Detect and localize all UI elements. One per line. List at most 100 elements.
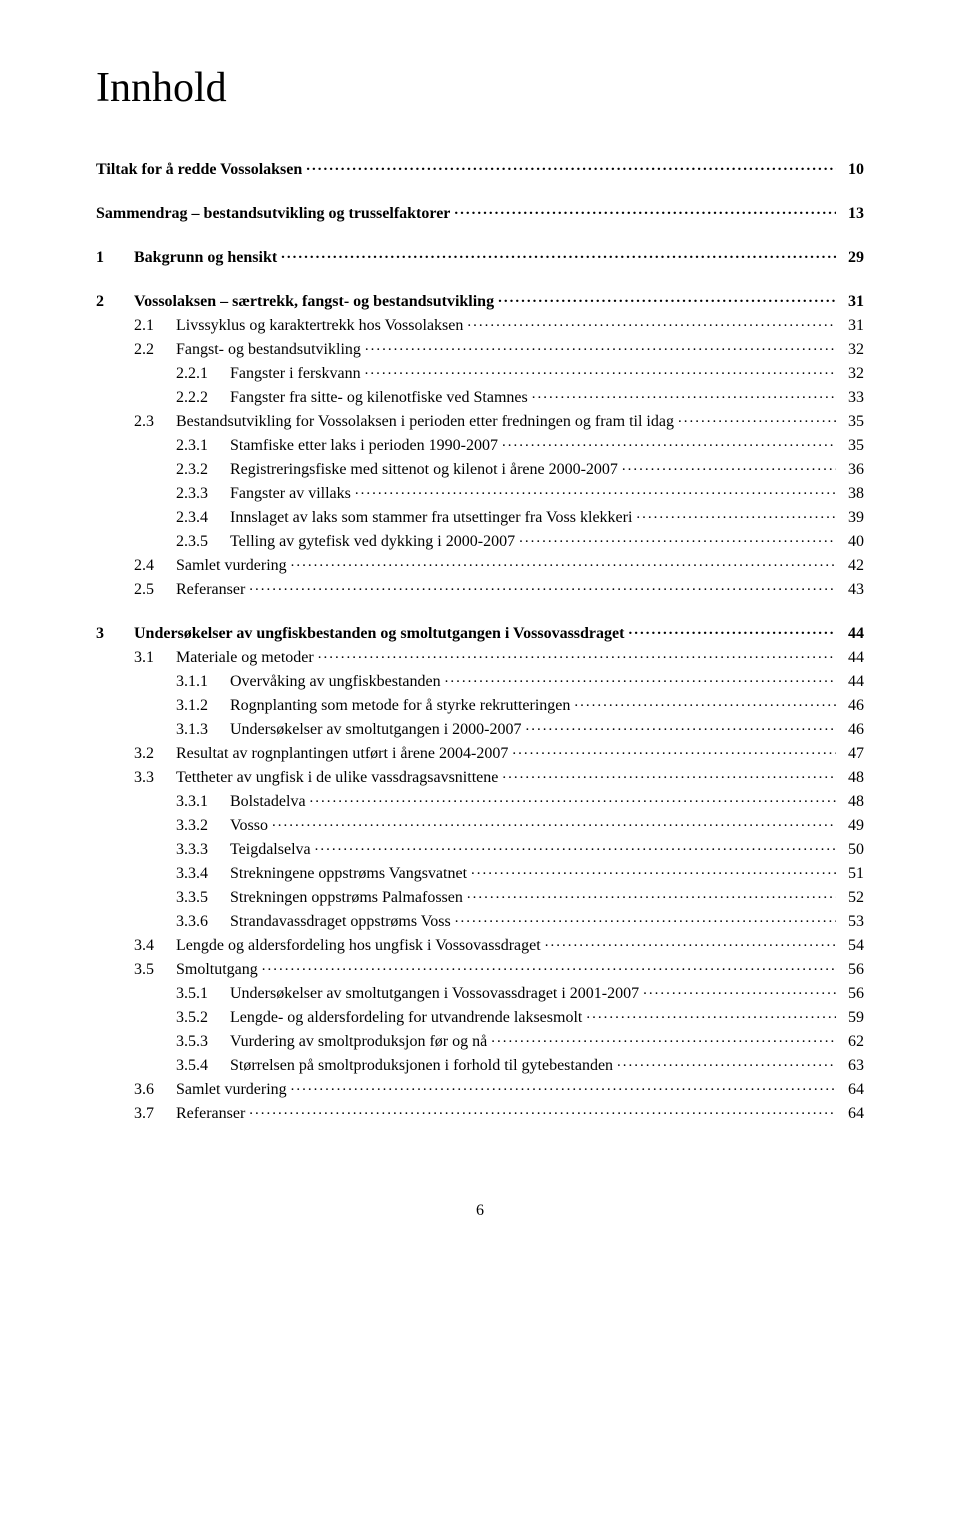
toc-entry: 3Undersøkelser av ungfiskbestanden og sm… bbox=[96, 622, 864, 642]
toc-leader-dots bbox=[355, 482, 836, 498]
toc-entry: 2.4Samlet vurdering42 bbox=[96, 554, 864, 574]
toc-entry: 3.3.2Vosso49 bbox=[96, 814, 864, 834]
toc-entry-page: 50 bbox=[840, 842, 864, 858]
toc-entry-page: 59 bbox=[840, 1010, 864, 1026]
toc-leader-dots bbox=[502, 766, 836, 782]
toc-entry-page: 48 bbox=[840, 770, 864, 786]
toc-entry-page: 40 bbox=[840, 534, 864, 550]
toc-leader-dots bbox=[310, 790, 836, 806]
toc-entry-number: 2.3.4 bbox=[176, 510, 230, 526]
page-number: 6 bbox=[96, 1202, 864, 1220]
toc-leader-dots bbox=[636, 506, 836, 522]
toc-entry-page: 56 bbox=[840, 986, 864, 1002]
toc-entry-page: 32 bbox=[840, 342, 864, 358]
toc-entry-page: 51 bbox=[840, 866, 864, 882]
toc-entry-label: Registreringsfiske med sittenot og kilen… bbox=[230, 462, 618, 478]
toc-entry-label: Telling av gytefisk ved dykking i 2000-2… bbox=[230, 534, 515, 550]
toc-entry-label: Størrelsen på smoltproduksjonen i forhol… bbox=[230, 1058, 613, 1074]
toc-entry-page: 46 bbox=[840, 698, 864, 714]
toc-leader-dots bbox=[365, 362, 836, 378]
toc-entry-label: Vosso bbox=[230, 818, 268, 834]
toc-entry: 2.3Bestandsutvikling for Vossolaksen i p… bbox=[96, 410, 864, 430]
toc-entry: 3.6Samlet vurdering64 bbox=[96, 1078, 864, 1098]
toc-entry-label: Bakgrunn og hensikt bbox=[134, 250, 277, 266]
toc-entry-number: 2.4 bbox=[134, 558, 176, 574]
toc-entry-label: Innslaget av laks som stammer fra utsett… bbox=[230, 510, 632, 526]
toc-entry: Tiltak for å redde Vossolaksen 10 bbox=[96, 158, 864, 178]
toc-entry-page: 46 bbox=[840, 722, 864, 738]
toc-entry-label: Fangster i ferskvann bbox=[230, 366, 361, 382]
toc-entry-page: 47 bbox=[840, 746, 864, 762]
toc-entry-label: Tiltak for å redde Vossolaksen bbox=[96, 162, 302, 178]
toc-entry-number: 3.3.3 bbox=[176, 842, 230, 858]
toc-section-gap bbox=[96, 270, 864, 290]
toc-entry: 2.3.5Telling av gytefisk ved dykking i 2… bbox=[96, 530, 864, 550]
toc-entry-label: Referanser bbox=[176, 1106, 245, 1122]
toc-entry-label: Livssyklus og karaktertrekk hos Vossolak… bbox=[176, 318, 463, 334]
toc-leader-dots bbox=[532, 386, 836, 402]
toc-entry: 2.5Referanser43 bbox=[96, 578, 864, 598]
toc-entry-label: Materiale og metoder bbox=[176, 650, 314, 666]
toc-entry: 3.7Referanser 64 bbox=[96, 1102, 864, 1122]
toc-entry: 3.3Tettheter av ungfisk i de ulike vassd… bbox=[96, 766, 864, 786]
toc-leader-dots bbox=[249, 578, 836, 594]
toc-leader-dots bbox=[315, 838, 836, 854]
toc-entry-page: 49 bbox=[840, 818, 864, 834]
toc-entry-number: 3.1.3 bbox=[176, 722, 230, 738]
toc-entry-number: 3.5.1 bbox=[176, 986, 230, 1002]
toc-entry-number: 3.7 bbox=[134, 1106, 176, 1122]
toc-entry-page: 29 bbox=[840, 250, 864, 266]
toc-entry-page: 38 bbox=[840, 486, 864, 502]
toc-entry: 3.1.2Rognplanting som metode for å styrk… bbox=[96, 694, 864, 714]
toc-entry-number: 2.3.1 bbox=[176, 438, 230, 454]
toc-entry-number: 3.4 bbox=[134, 938, 176, 954]
toc-entry: 3.5.3Vurdering av smoltproduksjon før og… bbox=[96, 1030, 864, 1050]
toc-entry-label: Referanser bbox=[176, 582, 245, 598]
toc-entry-page: 42 bbox=[840, 558, 864, 574]
toc-entry-number: 3.3 bbox=[134, 770, 176, 786]
toc-entry-page: 32 bbox=[840, 366, 864, 382]
toc-entry-number: 2.3.3 bbox=[176, 486, 230, 502]
toc-leader-dots bbox=[628, 622, 836, 638]
toc-entry-label: Vurdering av smoltproduksjon før og nå bbox=[230, 1034, 487, 1050]
toc-entry: 3.3.3Teigdalselva50 bbox=[96, 838, 864, 858]
toc-entry-number: 3.3.5 bbox=[176, 890, 230, 906]
toc-entry-label: Resultat av rognplantingen utført i åren… bbox=[176, 746, 508, 762]
toc-entry-number: 3 bbox=[96, 626, 134, 642]
toc-entry-label: Rognplanting som metode for å styrke rek… bbox=[230, 698, 570, 714]
toc-entry: 2.3.1Stamfiske etter laks i perioden 199… bbox=[96, 434, 864, 454]
toc-entry-number: 2.2.2 bbox=[176, 390, 230, 406]
toc-entry-number: 2.3.5 bbox=[176, 534, 230, 550]
toc-entry-page: 39 bbox=[840, 510, 864, 526]
toc-entry-page: 63 bbox=[840, 1058, 864, 1074]
toc-leader-dots bbox=[306, 158, 836, 174]
toc-entry: 2.3.2Registreringsfiske med sittenot og … bbox=[96, 458, 864, 478]
toc-leader-dots bbox=[272, 814, 836, 830]
toc-entry-label: Strekningen oppstrøms Palmafossen bbox=[230, 890, 463, 906]
toc-leader-dots bbox=[454, 202, 836, 218]
toc-entry-page: 53 bbox=[840, 914, 864, 930]
toc-entry: 3.5.1Undersøkelser av smoltutgangen i Vo… bbox=[96, 982, 864, 1002]
toc-entry-label: Tettheter av ungfisk i de ulike vassdrag… bbox=[176, 770, 498, 786]
toc-entry: 3.3.1Bolstadelva48 bbox=[96, 790, 864, 810]
toc-entry: 3.5.2Lengde- og aldersfordeling for utva… bbox=[96, 1006, 864, 1026]
toc-leader-dots bbox=[526, 718, 837, 734]
toc-entry-label: Fangst- og bestandsutvikling bbox=[176, 342, 361, 358]
toc-leader-dots bbox=[445, 670, 836, 686]
toc-entry-page: 10 bbox=[840, 162, 864, 178]
toc-entry-label: Lengde- og aldersfordeling for utvandren… bbox=[230, 1010, 582, 1026]
toc-entry-label: Fangster fra sitte- og kilenotfiske ved … bbox=[230, 390, 528, 406]
toc-entry-page: 44 bbox=[840, 626, 864, 642]
toc-entry-page: 64 bbox=[840, 1106, 864, 1122]
toc-entry-label: Undersøkelser av smoltutgangen i 2000-20… bbox=[230, 722, 522, 738]
toc-entry: Sammendrag – bestandsutvikling og trusse… bbox=[96, 202, 864, 222]
toc-entry: 1Bakgrunn og hensikt29 bbox=[96, 246, 864, 266]
toc-section-gap bbox=[96, 226, 864, 246]
toc-entry-number: 2.3.2 bbox=[176, 462, 230, 478]
toc-leader-dots bbox=[622, 458, 836, 474]
toc-entry-label: Undersøkelser av smoltutgangen i Vossova… bbox=[230, 986, 639, 1002]
toc-entry: 2.2Fangst- og bestandsutvikling32 bbox=[96, 338, 864, 358]
toc-entry: 3.4Lengde og aldersfordeling hos ungfisk… bbox=[96, 934, 864, 954]
toc-leader-dots bbox=[545, 934, 836, 950]
toc-leader-dots bbox=[249, 1102, 836, 1118]
